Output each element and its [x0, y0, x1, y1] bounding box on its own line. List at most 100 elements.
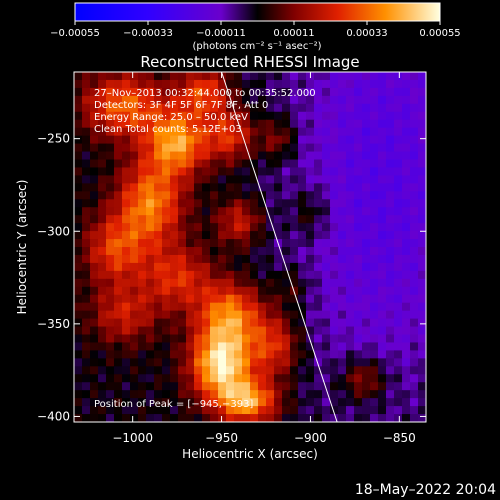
heatmap-cell: [194, 350, 203, 359]
heatmap-cell: [218, 167, 227, 176]
x-axis-ticks: [132, 72, 400, 422]
colorbar-ticks: [74, 21, 441, 25]
heatmap-cell: [410, 191, 419, 200]
heatmap-cell: [346, 79, 355, 89]
heatmap-cell: [194, 119, 203, 129]
heatmap-cell: [82, 159, 91, 169]
heatmap-cell: [106, 167, 115, 176]
heatmap-cell: [218, 95, 227, 105]
heatmap-cell: [250, 79, 259, 89]
heatmap-cell: [114, 231, 123, 240]
heatmap-cell: [418, 223, 426, 232]
heatmap-cell: [218, 310, 227, 320]
heatmap-cell: [210, 183, 219, 192]
heatmap-cell: [194, 95, 203, 105]
heatmap-cell: [74, 262, 83, 272]
heatmap-cell: [170, 127, 179, 137]
heatmap-cell: [346, 406, 355, 415]
heatmap-cell: [330, 183, 339, 192]
heatmap-cell: [418, 247, 426, 256]
heatmap-cell: [90, 398, 99, 407]
heatmap-cell: [186, 318, 195, 328]
heatmap-cell: [266, 350, 275, 359]
heatmap-cell: [194, 286, 203, 296]
heatmap-cell: [354, 247, 363, 256]
heatmap-cell: [210, 95, 219, 105]
heatmap-cell: [346, 254, 355, 264]
heatmap-cell: [290, 103, 299, 113]
heatmap-cell: [106, 286, 115, 296]
heatmap-cell: [122, 143, 131, 153]
heatmap-cell: [162, 239, 171, 248]
heatmap-cell: [122, 247, 131, 256]
heatmap-cell: [106, 278, 115, 288]
heatmap-cell: [346, 247, 355, 256]
heatmap-cell: [282, 143, 291, 153]
heatmap-cell: [82, 95, 91, 105]
heatmap-cell: [378, 143, 387, 153]
heatmap-cell: [162, 111, 171, 121]
heatmap-cell: [338, 382, 347, 391]
heatmap-cell: [226, 334, 235, 344]
heatmap-cell: [410, 294, 419, 304]
heatmap-cell: [146, 239, 155, 248]
heatmap-cell: [218, 183, 227, 192]
heatmap-cell: [314, 72, 323, 81]
heatmap-cell: [162, 358, 171, 367]
heatmap-cell: [346, 111, 355, 121]
heatmap-cell: [210, 87, 219, 97]
heatmap-cell: [130, 247, 139, 256]
heatmap-cell: [154, 103, 163, 113]
heatmap-cell: [242, 342, 251, 351]
heatmap-cell: [306, 302, 315, 312]
heatmap-cell: [418, 183, 426, 192]
heatmap-cell: [146, 223, 155, 232]
heatmap-cell: [82, 326, 91, 336]
heatmap-cell: [74, 326, 83, 336]
heatmap-cell: [394, 406, 403, 415]
heatmap-cell: [242, 247, 251, 256]
heatmap-cell: [402, 167, 411, 176]
heatmap-cell: [210, 215, 219, 224]
heatmap-cell: [298, 231, 307, 240]
heatmap-cell: [130, 87, 139, 97]
heatmap-cell: [122, 151, 131, 161]
heatmap-cell: [202, 199, 211, 208]
heatmap-cell: [362, 215, 371, 224]
heatmap-cell: [82, 135, 91, 145]
heatmap-cell: [130, 72, 139, 81]
heatmap-cell: [90, 326, 99, 336]
heatmap-cell: [298, 223, 307, 232]
heatmap-cell: [226, 223, 235, 232]
heatmap-cell: [282, 366, 291, 375]
heatmap-cell: [330, 175, 339, 184]
heatmap-cell: [410, 103, 419, 113]
heatmap-cell: [394, 342, 403, 351]
heatmap-cell: [354, 270, 363, 280]
heatmap-cell: [114, 262, 123, 272]
heatmap-cell: [90, 390, 99, 399]
heatmap-cell: [130, 382, 139, 391]
colorbar-tick-label: 0.00055: [419, 28, 460, 39]
heatmap-cell: [74, 334, 83, 344]
heatmap-cell: [370, 390, 379, 399]
heatmap-cell: [106, 191, 115, 200]
heatmap-cell: [186, 143, 195, 153]
heatmap-cell: [154, 318, 163, 328]
heatmap-cell: [90, 350, 99, 359]
heatmap-cell: [154, 135, 163, 145]
heatmap-cell: [314, 318, 323, 328]
heatmap-cell: [154, 72, 163, 81]
heatmap-cell: [330, 207, 339, 216]
heatmap-cell: [74, 119, 83, 129]
heatmap-cell: [394, 103, 403, 113]
heatmap-cell: [418, 262, 426, 272]
heatmap-cell: [218, 159, 227, 169]
heatmap-cell: [362, 390, 371, 399]
heatmap-cell: [378, 286, 387, 296]
heatmap-cell: [290, 374, 299, 383]
heatmap-cell: [234, 72, 243, 81]
heatmap-cell: [266, 199, 275, 208]
heatmap-cell: [98, 119, 107, 129]
heatmap-cell: [370, 278, 379, 288]
